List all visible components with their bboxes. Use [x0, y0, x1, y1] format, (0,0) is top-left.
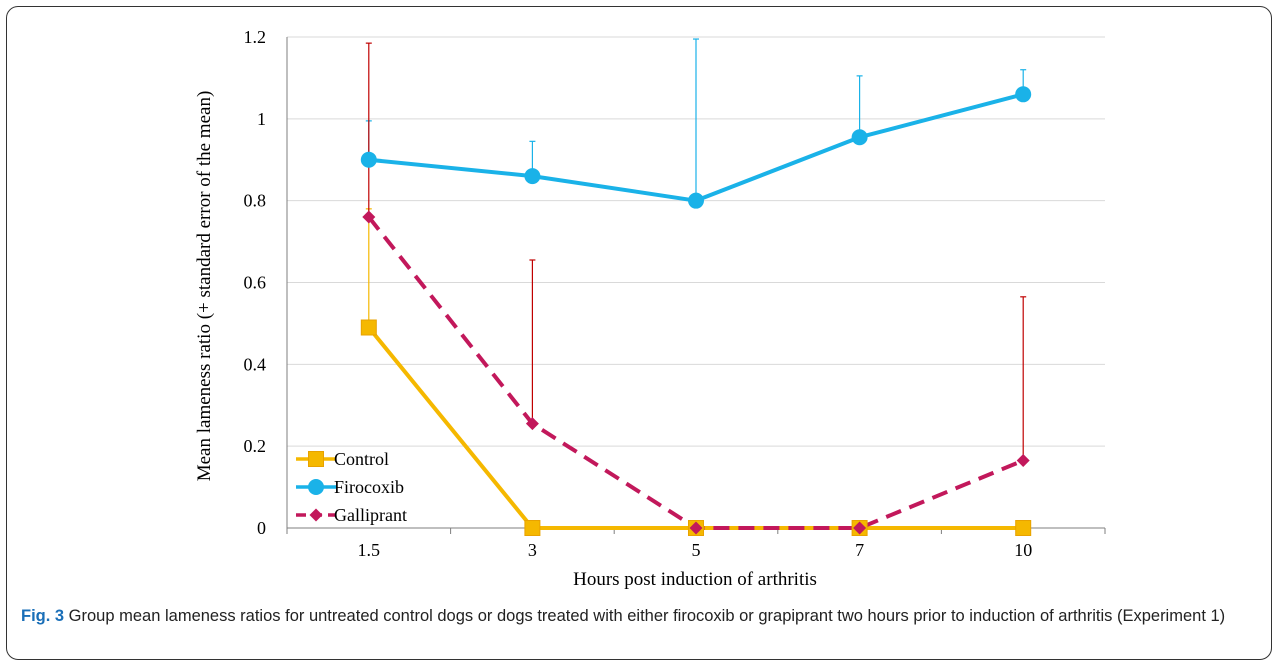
legend-item-firocoxib: Firocoxib: [296, 477, 404, 497]
data-point-firocoxib: [1015, 86, 1032, 103]
legend-swatch-marker: [308, 451, 324, 467]
data-point-firocoxib: [688, 192, 704, 209]
figure-label: Fig. 3: [21, 607, 65, 625]
y-tick-label: 0.8: [244, 191, 267, 211]
x-axis-label: Hours post induction of arthritis: [573, 569, 817, 590]
legend-label: Firocoxib: [334, 477, 404, 497]
series-line-galliprant: [367, 215, 1024, 530]
legend-swatch-marker: [309, 508, 323, 522]
data-point-control: [524, 520, 541, 536]
legend-label: Galliprant: [334, 505, 407, 525]
y-tick-label: 0.4: [244, 354, 267, 374]
data-point-galliprant: [1016, 453, 1030, 467]
y-tick-label: 1.2: [244, 27, 267, 47]
y-tick-label: 0: [257, 518, 266, 538]
x-tick-label: 10: [1014, 540, 1032, 560]
legend-item-control: Control: [296, 449, 389, 469]
legend-item-galliprant: Galliprant: [296, 505, 407, 525]
x-tick-label: 5: [692, 540, 701, 560]
series-line-control: [367, 326, 1024, 530]
error-bars: [365, 38, 1027, 461]
y-tick-label: 1: [257, 109, 266, 129]
y-tick-label: 0.6: [244, 273, 267, 293]
data-point-control: [360, 319, 377, 336]
data-point-control: [1015, 520, 1032, 536]
figure-caption: Fig. 3 Group mean lameness ratios for un…: [21, 604, 1266, 628]
data-point-firocoxib: [524, 168, 541, 185]
x-tick-labels: 1.5 3 5 7 10: [358, 540, 1033, 560]
legend-label: Control: [334, 449, 389, 469]
series-layer: [360, 38, 1032, 536]
x-tick-label: 7: [855, 540, 864, 560]
data-point-galliprant: [853, 521, 867, 535]
x-tick-label: 1.5: [358, 540, 381, 560]
data-point-galliprant: [689, 521, 703, 535]
data-point-firocoxib: [360, 151, 377, 168]
figure-frame: [6, 6, 1272, 660]
data-point-galliprant: [525, 417, 539, 431]
data-point-galliprant: [362, 210, 376, 224]
y-tick-labels: 0 0.2 0.4 0.6 0.8 1 1.2: [244, 27, 267, 538]
line-chart: 0 0.2 0.4 0.6 0.8 1 1.2 1.5 3 5 7 10 Mean lameness…: [194, 27, 1106, 590]
y-axis-label: Mean lameness ratio (+ standard error of…: [194, 91, 215, 482]
caption-text: Group mean lameness ratios for untreated…: [64, 607, 1226, 625]
data-point-firocoxib: [851, 129, 868, 146]
y-tick-label: 0.2: [244, 436, 267, 456]
series-markers: [360, 86, 1032, 536]
legend: Control Firocoxib Galliprant: [296, 449, 407, 525]
legend-swatch-marker: [308, 479, 324, 495]
x-tick-label: 3: [528, 540, 537, 560]
